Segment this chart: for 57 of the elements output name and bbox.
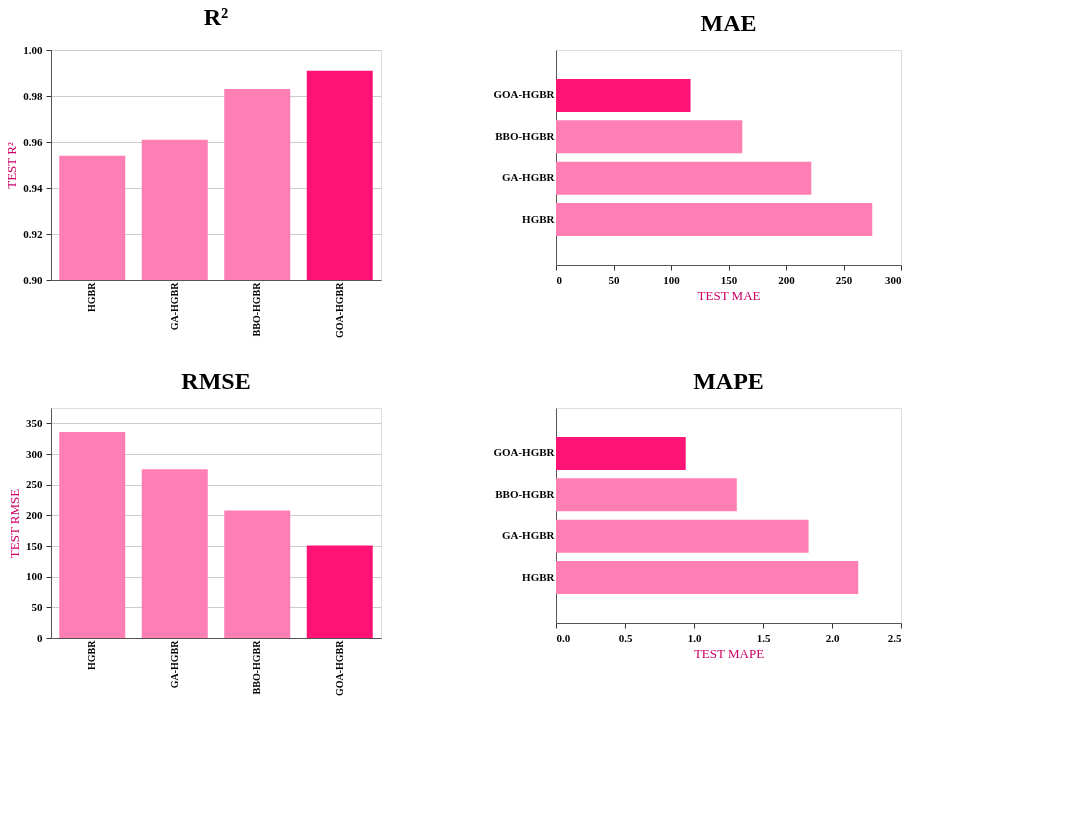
x-tick-label: HGBR bbox=[86, 639, 98, 670]
x-tick-label: 300 bbox=[885, 273, 902, 286]
bar bbox=[224, 510, 291, 638]
y-axis-title: TEST R² bbox=[4, 142, 20, 189]
bar bbox=[556, 78, 691, 113]
x-tick-label: GOA-HGBR bbox=[333, 639, 345, 697]
y-tick-label: 300 bbox=[26, 447, 43, 460]
x-tick-label: 0.0 bbox=[556, 631, 571, 644]
y-tick-label: BBO-HGBR bbox=[495, 129, 556, 142]
bar bbox=[141, 469, 208, 638]
x-tick-label: 100 bbox=[663, 273, 681, 286]
chart-title: MAPE bbox=[693, 368, 764, 394]
bar bbox=[556, 202, 873, 237]
y-tick-label: 150 bbox=[26, 539, 43, 552]
y-tick-label: GA-HGBR bbox=[501, 529, 556, 542]
chart-title: RMSE bbox=[181, 368, 251, 394]
x-tick-label: 50 bbox=[608, 273, 620, 286]
y-tick-label: GA-HGBR bbox=[501, 171, 556, 184]
y-tick-label: GOA-HGBR bbox=[493, 88, 556, 101]
y-tick-label: 200 bbox=[26, 508, 43, 521]
bar bbox=[556, 120, 743, 154]
y-tick-label: 1.00 bbox=[23, 43, 43, 56]
x-tick-label: GOA-HGBR bbox=[333, 281, 345, 339]
y-tick-label: HGBR bbox=[522, 570, 556, 583]
y-tick-label: BBO-HGBR bbox=[495, 487, 556, 500]
y-tick-label: 0.90 bbox=[23, 273, 43, 286]
y-tick-label: 0.96 bbox=[23, 135, 43, 148]
bar bbox=[59, 431, 126, 638]
chart-title: R² bbox=[203, 4, 229, 30]
x-tick-label: 2.0 bbox=[825, 631, 840, 644]
y-tick-label: GOA-HGBR bbox=[493, 446, 556, 459]
y-tick-label: HGBR bbox=[522, 212, 556, 225]
x-tick-label: 2.5 bbox=[887, 631, 902, 644]
x-axis-title: TEST MAPE bbox=[693, 645, 765, 661]
x-tick-label: 200 bbox=[778, 273, 796, 286]
x-tick-label: 1.0 bbox=[687, 631, 702, 644]
y-axis-title: TEST RMSE bbox=[7, 488, 22, 559]
y-tick-label: 0.98 bbox=[23, 89, 43, 102]
x-tick-label: 0.5 bbox=[618, 631, 633, 644]
y-tick-label: 50 bbox=[31, 600, 43, 613]
y-tick-label: 350 bbox=[26, 416, 43, 429]
x-tick-label: 250 bbox=[835, 273, 853, 286]
y-tick-label: 250 bbox=[26, 478, 43, 491]
x-tick-label: 150 bbox=[720, 273, 738, 286]
y-tick-label: 0.92 bbox=[23, 227, 43, 240]
y-tick-label: 0.94 bbox=[23, 181, 43, 194]
bar bbox=[306, 545, 373, 638]
x-axis-title: TEST MAE bbox=[697, 287, 761, 303]
bar bbox=[556, 161, 812, 195]
x-tick-label: BBO-HGBR bbox=[251, 281, 263, 337]
y-tick-label: 100 bbox=[26, 570, 43, 583]
x-tick-label: HGBR bbox=[86, 281, 98, 312]
chart-title: MAE bbox=[700, 10, 757, 36]
x-tick-label: GA-HGBR bbox=[168, 281, 180, 331]
x-tick-label: GA-HGBR bbox=[168, 639, 180, 689]
x-tick-label: BBO-HGBR bbox=[251, 639, 263, 695]
x-tick-label: 1.5 bbox=[756, 631, 771, 644]
